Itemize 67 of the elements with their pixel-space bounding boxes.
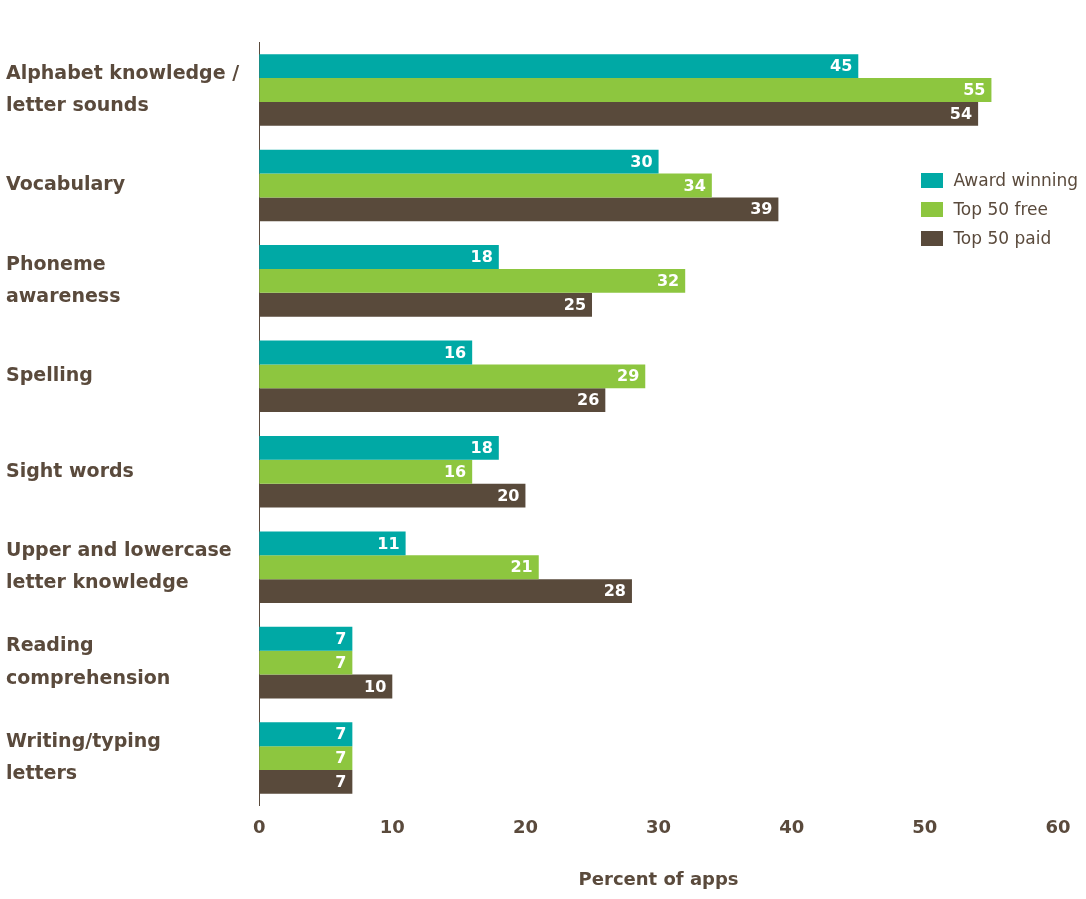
data-label: 16 (443, 342, 467, 362)
bar (259, 770, 353, 794)
bar (259, 435, 499, 460)
y-tick-label: Vocabulary (6, 172, 126, 195)
x-tick-label: 50 (912, 816, 938, 838)
bar (259, 531, 406, 556)
data-label: 18 (470, 438, 493, 458)
data-label: 30 (630, 151, 653, 171)
y-tick-label: Writing/typing letters (6, 728, 161, 784)
y-tick-label: Reading comprehension (6, 633, 171, 688)
data-label: 7 (335, 772, 347, 792)
bar (259, 245, 499, 269)
bar (259, 579, 632, 603)
x-axis-title: Percent of apps (578, 867, 739, 889)
data-label: 7 (335, 748, 347, 768)
data-label: 20 (497, 485, 520, 505)
bar (259, 197, 779, 222)
x-tick-label: 20 (512, 816, 538, 838)
x-tick-label: 10 (379, 816, 405, 838)
data-label: 18 (470, 247, 493, 267)
bar (259, 101, 979, 126)
legend-label: Top 50 free (953, 199, 1049, 219)
data-label: 26 (577, 390, 600, 410)
x-tick-label: 60 (1045, 816, 1071, 838)
bar (259, 54, 859, 79)
bar (259, 173, 712, 198)
bar (259, 268, 686, 293)
data-label: 39 (750, 199, 773, 219)
data-label: 34 (683, 175, 706, 195)
y-tick-label: Sight words (6, 458, 134, 481)
x-tick-label: 40 (779, 816, 805, 838)
bar (259, 459, 473, 484)
data-label: 29 (617, 366, 640, 386)
data-label: 28 (603, 581, 626, 601)
y-tick-label: Upper and lowercase letter knowledge (6, 537, 232, 593)
data-label: 55 (963, 80, 986, 100)
data-label: 45 (830, 56, 853, 76)
bar (259, 674, 393, 699)
x-tick-label: 30 (646, 816, 672, 838)
data-label: 7 (335, 628, 347, 648)
data-label: 16 (443, 461, 467, 481)
bar (259, 292, 593, 317)
bar (259, 483, 526, 508)
data-label: 7 (335, 652, 347, 672)
y-tick-label: Spelling (6, 363, 93, 386)
bar (259, 722, 353, 747)
data-label: 21 (510, 557, 533, 577)
data-label: 25 (563, 294, 587, 314)
bar (259, 388, 606, 413)
data-label: 54 (949, 104, 973, 124)
bar (259, 340, 473, 365)
data-label: 10 (364, 676, 387, 696)
data-label: 32 (656, 271, 680, 291)
bar (259, 626, 353, 651)
legend-label: Award winning (953, 170, 1078, 190)
data-label: 11 (377, 533, 400, 553)
data-label: 7 (335, 724, 347, 744)
y-tick-label: Phoneme awareness (6, 251, 121, 306)
bar (259, 78, 992, 102)
bar (259, 746, 353, 771)
x-tick-label: 0 (252, 816, 266, 838)
bar (259, 650, 353, 675)
bar (259, 149, 659, 174)
bar (259, 555, 539, 580)
y-tick-label: Alphabet knowledge / letter sounds (6, 60, 240, 116)
legend-label: Top 50 paid (953, 228, 1052, 248)
bar (259, 364, 646, 389)
